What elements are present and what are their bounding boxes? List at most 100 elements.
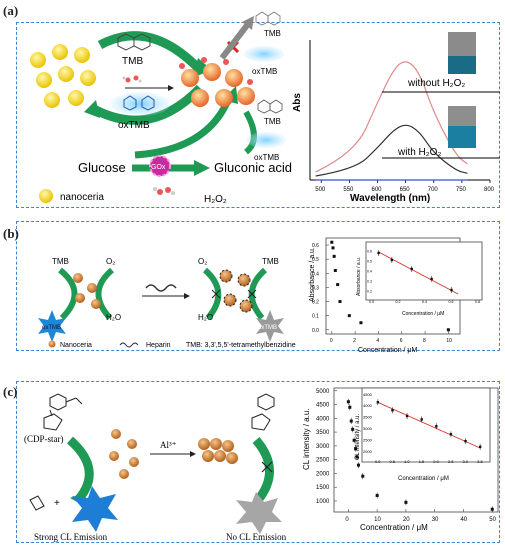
chart-b-inset-x-tick-label: 0.4 (422, 300, 427, 304)
al3-label: Al³⁺ (160, 440, 177, 450)
oxtmb-molecule (123, 95, 155, 111)
panel-b-label: (b) (3, 226, 19, 241)
chart-a-x-tick-label: 650 (400, 187, 411, 193)
chart-b-inset-point (430, 277, 433, 281)
tmb-label: TMB (122, 56, 143, 67)
b-o2-left-label: O₂ (106, 257, 115, 266)
chart-b-inset-y-tick-label: 0.5 (367, 260, 372, 264)
chart-c-ylabel: CL intensity / a.u. (302, 408, 311, 470)
b-nanoceria-particles (73, 273, 101, 309)
chart-c-x-tick-label: 20 (403, 517, 410, 523)
chart-b-x-tick-label: 10 (446, 338, 452, 344)
panel-b (16, 221, 500, 351)
chart-c-inset-xlabel: Concentration / μM (398, 476, 449, 482)
chart-c-xlabel: Concentration / μM (360, 523, 428, 532)
chart-b-x-tick-label: 0 (330, 338, 333, 344)
chart-b-point (332, 254, 336, 258)
chart-c-inset-point (405, 414, 409, 418)
chart-c-point (404, 500, 408, 504)
chart-c-y-tick-label: 2500 (316, 458, 330, 464)
tmb-top-label: TMB (264, 29, 281, 38)
chart-c-point (346, 400, 350, 404)
chart-c-y-tick-label: 3000 (316, 444, 330, 450)
chart-b-inset-y-tick-label: 0.6 (367, 250, 372, 254)
chart-b-inset-point (410, 267, 413, 271)
chart-c-inset-point (391, 409, 394, 412)
chart-a-x-tick-label: 550 (343, 187, 354, 193)
chart-b-ylabel: Absorbance / a.u. (309, 247, 316, 302)
green-arrow-lower (89, 84, 204, 125)
chart-c-point (490, 507, 494, 511)
chart-b-y-tick-label: 0.0 (312, 328, 319, 334)
gox-label: GOx (151, 164, 166, 171)
chart-b-y-tick-label: 0.6 (312, 243, 319, 249)
chart-c-inset-ylabel: CL intensity / a.u. (355, 414, 361, 460)
vial-without-liquid (448, 56, 476, 74)
chart-c-y-tick-label: 4500 (316, 403, 330, 409)
chart-c-point (354, 447, 358, 451)
chart-b-inset-x-tick-label: 0.2 (396, 300, 401, 304)
panel-b-scheme: TMB O₂ oxTMB H₂O O₂ TMB H₂O oxTMB Nanoce… (38, 257, 296, 349)
vial-without-label: without H₂O₂ (407, 78, 465, 89)
chart-b-point (333, 268, 337, 272)
chart-c-x-tick-label: 40 (460, 517, 467, 523)
chart-b-inset-ylabel: Absorbance / a.u. (356, 257, 362, 296)
c-blocked-mark (261, 461, 273, 473)
tmb-right-label: TMB (264, 117, 281, 126)
gluconic-acid-label: Gluconic acid (214, 160, 292, 175)
chart-b-inset-y-tick-label: 0.4 (367, 270, 372, 274)
chart-b-inset-x-tick-label: 0.6 (449, 300, 454, 304)
vial-with-label: with H₂O₂ (397, 147, 441, 158)
tmb-molecule-right (257, 99, 283, 114)
tmb-molecule-top (255, 11, 281, 26)
chart-c-inset-y-tick-label: 2500 (363, 438, 373, 443)
chart-c-inset-y-tick-label: 2000 (363, 449, 373, 454)
chart-a-ylabel: Abs (292, 93, 303, 112)
oxtmb-top-glow (244, 46, 284, 62)
chart-c-point (375, 493, 379, 497)
b-legend-heparin-label: Heparin (146, 342, 171, 349)
oxtmb-right-label: oxTMB (254, 153, 279, 162)
b-o2-right-label: O₂ (198, 257, 207, 266)
chart-c-inset-frame (361, 387, 491, 463)
chart-b-inset-point (450, 288, 453, 292)
no-cl-star-icon (236, 492, 282, 534)
panel-c (16, 381, 500, 543)
c-nanoceria-particles (109, 429, 139, 479)
chart-b-x-tick-label: 4 (376, 338, 379, 344)
chart-c-inset-x-tick-label: 1.5 (419, 459, 425, 464)
b-legend-tmb-label: TMB: 3,3',5,5'-tetramethylbenzidine (186, 342, 296, 349)
legend-h2o2-label: H₂O₂ (204, 194, 227, 205)
chart-b-inset-y-tick-label: 0.2 (367, 290, 372, 294)
b-green-arrow-4 (248, 267, 268, 320)
chart-c-inset-point (478, 445, 482, 449)
chart-c-inset-x-tick-label: 0.0 (375, 459, 381, 464)
chart-c-x-tick-label: 30 (432, 517, 439, 523)
chart-c-inset-x-tick-label: 2.5 (448, 459, 454, 464)
panel-a-scheme: TMB oxTMB TMB oxTMB TMB oxTMB Glucose (30, 11, 292, 205)
chart-c-inset-y-tick-label: 3500 (363, 415, 373, 420)
glucose-label: Glucose (78, 160, 126, 175)
chart-b-point (446, 328, 450, 332)
c-emitter-molecule (29, 495, 45, 511)
chart-b-point (359, 321, 363, 325)
chart-b-point (338, 300, 342, 304)
chart-a-series-line (315, 124, 468, 177)
chart-c-inset-x-tick-label: 3.0 (463, 459, 469, 464)
chart-b-inset-point (390, 258, 394, 262)
chart-c-inset-point (464, 439, 467, 443)
chart-b-inset-frame (365, 241, 483, 301)
chart-c-point (351, 427, 355, 431)
b-legend-nanoceria-icon (48, 340, 56, 348)
cdp-star-label: (CDP-star) (24, 434, 64, 444)
oxtmb-right-glow (246, 132, 286, 148)
chart-b-xlabel: Concentration / μM (358, 347, 417, 354)
chart-c-y-tick-label: 1000 (316, 499, 330, 505)
chart-b-inset-x-tick-label: 0.0 (369, 300, 374, 304)
chart-c-point (355, 455, 359, 459)
chart-a-series-line (315, 61, 468, 173)
activated-nanoceria (179, 57, 255, 107)
legend-nanoceria-label: nanoceria (60, 192, 104, 203)
chart-a-x-tick-label: 600 (372, 187, 383, 193)
